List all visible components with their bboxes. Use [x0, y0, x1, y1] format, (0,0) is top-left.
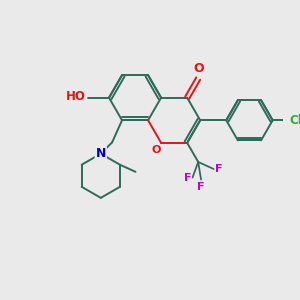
Text: Cl: Cl: [289, 114, 300, 127]
Text: O: O: [152, 145, 161, 154]
Text: F: F: [215, 164, 222, 174]
Text: N: N: [96, 147, 106, 160]
Text: O: O: [193, 62, 203, 75]
Text: F: F: [184, 172, 191, 182]
Text: F: F: [197, 182, 205, 192]
Text: HO: HO: [66, 90, 86, 103]
